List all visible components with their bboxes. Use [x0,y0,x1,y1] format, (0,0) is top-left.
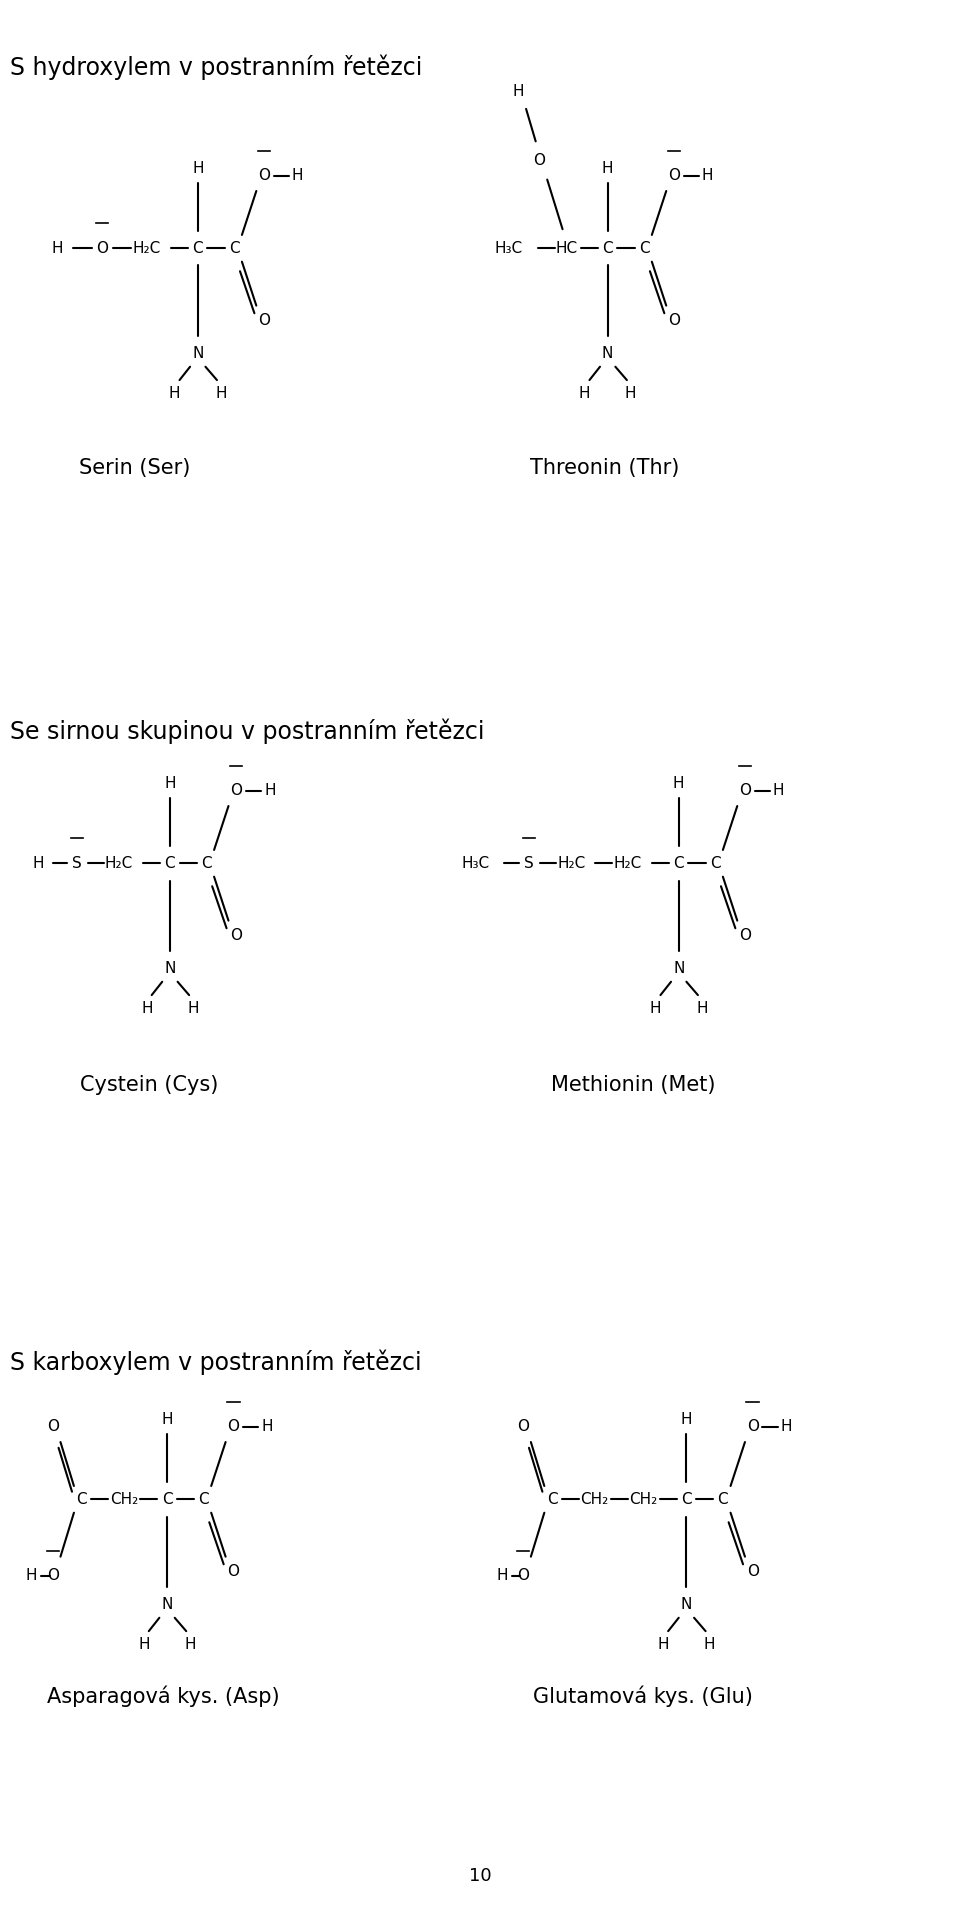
Text: C: C [709,856,721,871]
Text: H: H [650,1001,661,1016]
Text: O: O [230,928,242,944]
Text: S hydroxylem v postranním řetězci: S hydroxylem v postranním řetězci [10,53,422,80]
Text: C: C [717,1492,729,1507]
Text: C: C [161,1492,173,1507]
Text: CH₂: CH₂ [580,1492,609,1507]
Text: O: O [668,168,680,183]
Text: S karboxylem v postranním řetězci: S karboxylem v postranním řetězci [10,1348,421,1375]
Text: C: C [201,856,212,871]
Text: C: C [638,241,650,256]
Text: H: H [52,241,63,256]
Text: H: H [138,1637,150,1652]
Text: H: H [658,1637,669,1652]
Text: O: O [228,1419,239,1434]
Text: H₂C: H₂C [105,856,133,871]
Text: O: O [258,168,270,183]
Text: O: O [47,1419,59,1434]
Text: Serin (Ser): Serin (Ser) [79,458,190,478]
Text: S: S [72,856,82,871]
Text: O: O [96,241,108,256]
Text: H: H [215,386,227,401]
Text: H: H [261,1419,273,1434]
Text: H₃C: H₃C [461,856,490,871]
Text: O: O [258,313,270,329]
Text: C: C [198,1492,209,1507]
Text: H₂C: H₂C [132,241,161,256]
Text: H₂C: H₂C [613,856,642,871]
Text: O: O [517,1419,529,1434]
Text: C: C [192,241,204,256]
Text: O: O [534,153,545,168]
Text: H: H [780,1419,792,1434]
Text: C: C [673,856,684,871]
Text: O: O [47,1568,59,1583]
Text: H: H [702,168,713,183]
Text: H: H [496,1568,508,1583]
Text: Glutamová kys. (Glu): Glutamová kys. (Glu) [533,1685,754,1708]
Text: O: O [747,1564,758,1580]
Text: H: H [169,386,180,401]
Text: H: H [513,84,524,99]
Text: H: H [773,783,784,798]
Text: O: O [228,1564,239,1580]
Text: H₃C: H₃C [494,241,523,256]
Text: H: H [141,1001,153,1016]
Text: H: H [264,783,276,798]
Text: H₂C: H₂C [557,856,586,871]
Text: 10: 10 [468,1866,492,1885]
Text: C: C [164,856,176,871]
Text: N: N [681,1597,692,1612]
Text: C: C [546,1492,558,1507]
Text: H: H [164,775,176,791]
Text: S: S [524,856,534,871]
Text: H: H [161,1411,173,1427]
Text: CH₂: CH₂ [629,1492,658,1507]
Text: H: H [696,1001,708,1016]
Text: C: C [681,1492,692,1507]
Text: Threonin (Thr): Threonin (Thr) [530,458,680,478]
Text: N: N [673,961,684,976]
Text: O: O [739,928,751,944]
Text: C: C [602,241,613,256]
Text: H: H [704,1637,715,1652]
Text: C: C [228,241,240,256]
Text: H: H [184,1637,196,1652]
Text: Se sirnou skupinou v postranním řetězci: Se sirnou skupinou v postranním řetězci [10,718,484,745]
Text: Methionin (Met): Methionin (Met) [551,1075,716,1094]
Text: H: H [602,160,613,176]
Text: H: H [673,775,684,791]
Text: O: O [747,1419,758,1434]
Text: H: H [26,1568,37,1583]
Text: O: O [739,783,751,798]
Text: C: C [76,1492,87,1507]
Text: O: O [517,1568,529,1583]
Text: H: H [33,856,44,871]
Text: H: H [625,386,636,401]
Text: HC: HC [555,241,578,256]
Text: N: N [161,1597,173,1612]
Text: O: O [668,313,680,329]
Text: CH₂: CH₂ [109,1492,138,1507]
Text: N: N [164,961,176,976]
Text: Asparagová kys. (Asp): Asparagová kys. (Asp) [47,1685,279,1708]
Text: Cystein (Cys): Cystein (Cys) [80,1075,218,1094]
Text: H: H [681,1411,692,1427]
Text: H: H [292,168,303,183]
Text: N: N [192,346,204,361]
Text: H: H [192,160,204,176]
Text: H: H [579,386,590,401]
Text: N: N [602,346,613,361]
Text: H: H [187,1001,199,1016]
Text: O: O [230,783,242,798]
